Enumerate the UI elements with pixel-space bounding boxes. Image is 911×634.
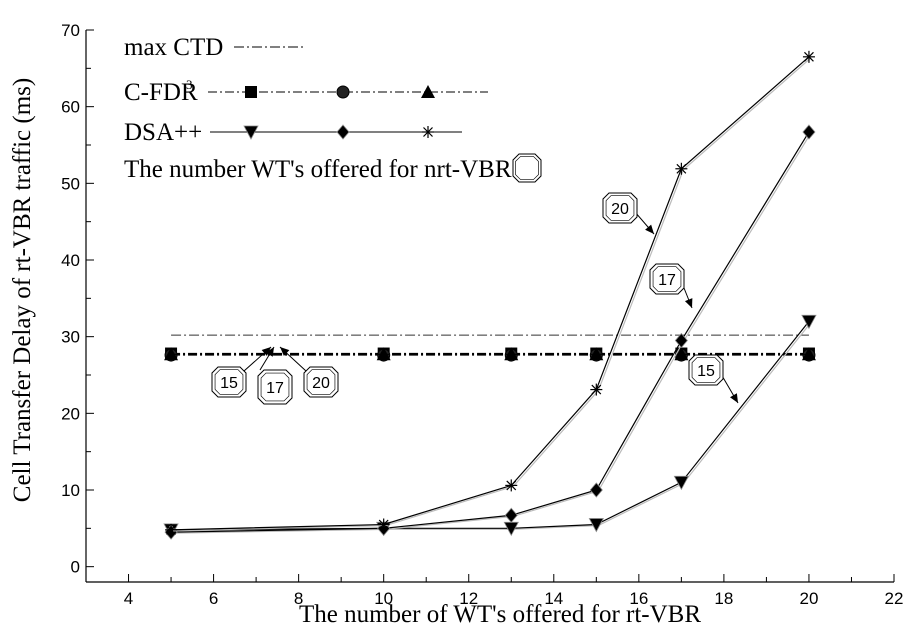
data-point: [376, 347, 391, 361]
callout-label: 20: [312, 375, 330, 392]
data-point: [505, 479, 518, 492]
data-point: [675, 162, 688, 175]
callout-bubble: [649, 263, 685, 295]
callout-arrowhead: [280, 347, 290, 357]
data-point: [590, 383, 603, 396]
y-tick-label: 20: [61, 404, 80, 423]
callout-bubble: [211, 366, 247, 398]
chart-annotations: 15 17 20 20 17 15: [211, 192, 739, 405]
callout-label: 20: [611, 201, 629, 218]
y-tick-label: 30: [61, 328, 80, 347]
legend-label-dsa: DSA++: [124, 119, 202, 146]
legend-label-nrt: The number WT's offered for nrt-VBR: [124, 156, 512, 183]
x-axis-ticks: 4 6 8 10 12 14 16 18 20 22: [124, 574, 904, 608]
x-axis-title: The number of WT's offered for rt-VBR: [299, 601, 701, 628]
data-point: [673, 475, 690, 491]
callout-4: 17: [649, 263, 693, 309]
x-tick-label: 14: [544, 589, 563, 608]
legend-callout-symbol: [512, 153, 542, 183]
callout-1: 17: [257, 346, 293, 405]
chart-axes: [85, 30, 894, 583]
data-point: [504, 347, 519, 361]
data-point: [674, 347, 689, 361]
series-4: [163, 314, 817, 538]
y-axis-ticks: 0 10 20 30 40 50 60 70: [61, 21, 94, 577]
series-3: [164, 347, 816, 361]
y-tick-label: 40: [61, 251, 80, 270]
callout-bubble: [688, 354, 724, 386]
callout-arrowhead: [684, 298, 693, 308]
callout-bubble: [257, 369, 293, 405]
data-point: [588, 518, 604, 533]
data-point: [589, 347, 604, 361]
data-point: [504, 507, 518, 523]
series-shadow: [173, 132, 812, 534]
x-tick-label: 18: [714, 589, 733, 608]
legend-label-cfdr-superscript: 3: [186, 77, 193, 92]
series-5: [164, 124, 816, 540]
y-tick-label: 70: [61, 21, 80, 40]
legend-marker-star: [422, 126, 434, 138]
callout-label: 15: [697, 363, 715, 380]
data-point: [801, 347, 816, 361]
callout-label: 17: [266, 380, 284, 397]
data-point: [801, 314, 817, 330]
legend-marker-circle: [336, 85, 350, 99]
x-tick-label: 20: [799, 589, 818, 608]
legend-marker-diamond: [336, 124, 350, 140]
series-line: [171, 56, 810, 531]
data-point: [165, 523, 178, 536]
x-tick-label: 6: [209, 589, 218, 608]
legend-label-max-ctd: max CTD: [124, 34, 223, 61]
callout-arrowhead: [645, 224, 654, 234]
callout-bubble: [303, 366, 339, 398]
callout-arrowhead: [729, 393, 738, 403]
series-6: [165, 50, 815, 536]
callout-5: 15: [688, 354, 739, 404]
legend-marker-triangle-down: [243, 125, 259, 140]
legend-marker-triangle-up: [421, 85, 435, 98]
series-shadow: [173, 57, 812, 532]
x-tick-label: 12: [459, 589, 478, 608]
callout-bubble: [602, 192, 638, 224]
callout-2: 20: [279, 346, 339, 398]
data-point: [589, 482, 603, 498]
legend-marker-square: [245, 86, 257, 98]
callout-3: 20: [602, 192, 655, 235]
callout-arrowhead: [261, 347, 271, 356]
y-tick-label: 0: [71, 558, 80, 577]
series-line: [171, 131, 810, 533]
y-axis-title: Cell Transfer Delay of rt-VBR traffic (m…: [9, 78, 36, 502]
data-point: [164, 347, 179, 361]
y-tick-label: 60: [61, 98, 80, 117]
data-point: [802, 124, 816, 140]
legend-label-cfdr: C-FDR: [124, 79, 198, 106]
callout-label: 17: [658, 272, 676, 289]
x-tick-label: 8: [294, 589, 303, 608]
x-tick-label: 4: [124, 589, 133, 608]
callout-0: 15: [211, 346, 272, 398]
x-tick-label: 16: [629, 589, 648, 608]
callout-label: 15: [220, 375, 238, 392]
y-tick-label: 50: [61, 174, 80, 193]
y-tick-label: 10: [61, 481, 80, 500]
x-tick-label: 22: [885, 589, 904, 608]
data-point: [802, 50, 815, 63]
chart-series: [163, 50, 817, 540]
x-tick-label: 10: [374, 589, 393, 608]
data-point: [377, 518, 390, 531]
callout-arrowhead: [265, 347, 274, 357]
data-point: [674, 332, 688, 349]
